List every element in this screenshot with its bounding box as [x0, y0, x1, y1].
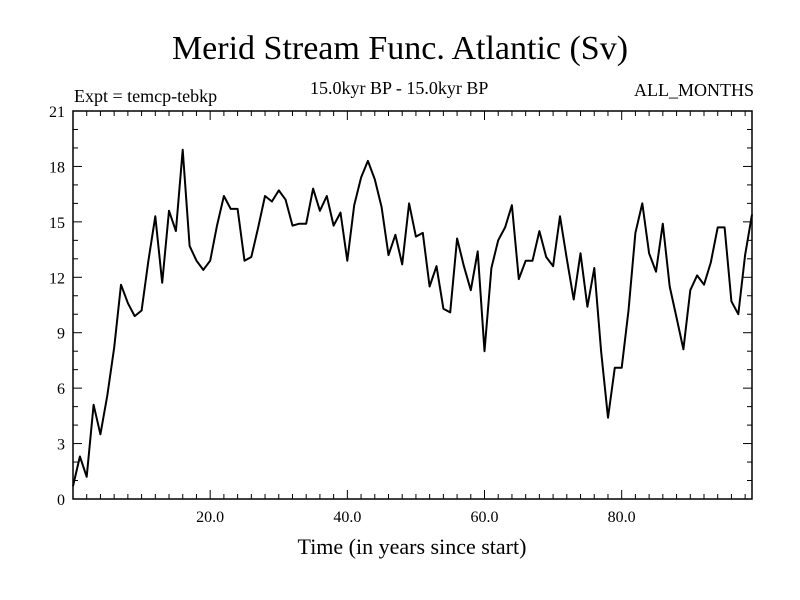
y-tick-label: 18 [49, 159, 65, 176]
chart-title: Merid Stream Func. Atlantic (Sv) [171, 30, 629, 67]
x-tick-label: 80.0 [608, 509, 636, 526]
y-tick-label: 0 [57, 492, 65, 509]
chart-subtitle: 15.0kyr BP - 15.0kyr BP [310, 78, 489, 98]
x-tick-label: 60.0 [471, 509, 499, 526]
y-tick-label: 3 [57, 437, 65, 454]
ticks-layer [73, 111, 752, 499]
x-tick-label: 20.0 [196, 509, 224, 526]
y-tick-label: 6 [57, 381, 65, 398]
experiment-label: Expt = temcp-tebkp [74, 86, 218, 106]
months-label: ALL_MONTHS [634, 80, 754, 100]
plot-frame [72, 110, 753, 500]
x-tick-label: 40.0 [333, 509, 361, 526]
tick-labels-layer: 20.0 40.0 60.0 80.0 0 3 6 9 12 15 18 21 [49, 104, 636, 526]
x-axis-label: Time (in years since start) [298, 534, 527, 559]
y-tick-label: 15 [49, 215, 65, 232]
y-tick-label: 12 [49, 270, 65, 287]
y-tick-label: 9 [57, 326, 65, 343]
y-tick-label: 21 [49, 104, 65, 121]
series-line [72, 148, 753, 487]
